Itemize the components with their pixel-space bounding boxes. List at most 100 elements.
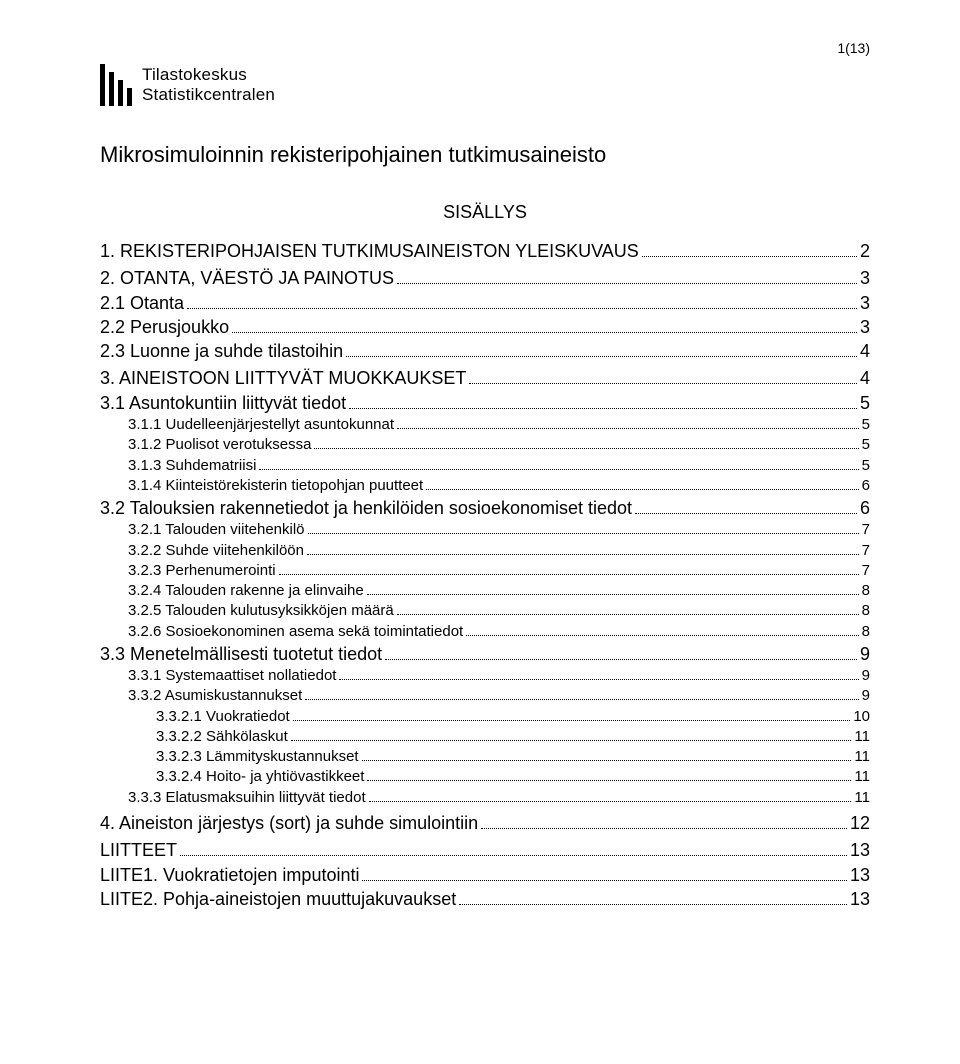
toc-entry-page: 13 (850, 838, 870, 862)
toc-entry: 3.1.3 Suhdematriisi5 (100, 456, 870, 476)
toc-leader-dots (469, 383, 857, 384)
toc-leader-dots (308, 533, 859, 534)
toc-entry-page: 5 (862, 435, 870, 455)
toc-leader-dots (642, 256, 857, 257)
toc-leader-dots (305, 699, 858, 700)
toc-entry-text: 2.1 Otanta (100, 291, 184, 315)
toc-entry: 3.1.2 Puolisot verotuksessa5 (100, 435, 870, 455)
toc-entry-page: 8 (862, 581, 870, 601)
toc-entry-page: 2 (860, 239, 870, 263)
toc-entry-text: 3.3.3 Elatusmaksuihin liittyvät tiedot (128, 788, 366, 808)
toc-entry-text: 2.2 Perusjoukko (100, 315, 229, 339)
logo-bar-icon (109, 72, 114, 106)
toc-entry: 3.2.4 Talouden rakenne ja elinvaihe 8 (100, 581, 870, 601)
toc-entry-text: 3.3.1 Systemaattiset nollatiedot (128, 666, 336, 686)
toc-entry: 3.2 Talouksien rakennetiedot ja henkilöi… (100, 496, 870, 520)
toc-entry-page: 8 (862, 622, 870, 642)
page-number: 1(13) (100, 40, 870, 56)
toc-entry-page: 11 (854, 767, 870, 787)
toc-leader-dots (346, 356, 857, 357)
toc-entry: 3. AINEISTOON LIITTYVÄT MUOKKAUKSET4 (100, 366, 870, 390)
toc-entry: 3.3.2.2 Sähkölaskut 11 (100, 727, 870, 747)
toc-leader-dots (293, 720, 851, 721)
toc-entry: 3.2.1 Talouden viitehenkilö7 (100, 520, 870, 540)
toc-entry-text: 3.3.2 Asumiskustannukset (128, 686, 302, 706)
toc-leader-dots (397, 428, 859, 429)
toc-entry-text: 3.3.2.3 Lämmityskustannukset (156, 747, 359, 767)
toc-entry: 3.2.3 Perhenumerointi 7 (100, 561, 870, 581)
toc-entry-text: 1. REKISTERIPOHJAISEN TUTKIMUSAINEISTON … (100, 239, 639, 263)
toc-entry-page: 12 (850, 811, 870, 835)
toc-entry: 3.1.1 Uudelleenjärjestellyt asuntokunnat… (100, 415, 870, 435)
toc-entry-page: 13 (850, 863, 870, 887)
toc-heading: SISÄLLYS (100, 202, 870, 223)
table-of-contents: 1. REKISTERIPOHJAISEN TUTKIMUSAINEISTON … (100, 239, 870, 911)
toc-entry-page: 5 (862, 415, 870, 435)
toc-entry-text: 3.1.4 Kiinteistörekisterin tietopohjan p… (128, 476, 423, 496)
toc-entry-text: 4. Aineiston järjestys (sort) ja suhde s… (100, 811, 478, 835)
toc-entry-page: 11 (854, 788, 870, 808)
toc-entry-text: LIITE2. Pohja-aineistojen muuttujakuvauk… (100, 887, 456, 911)
toc-entry-text: 3.1.3 Suhdematriisi (128, 456, 256, 476)
toc-entry-page: 3 (860, 291, 870, 315)
toc-leader-dots (397, 614, 859, 615)
logo-line-2: Statistikcentralen (142, 85, 275, 105)
toc-entry: 3.3.2.1 Vuokratiedot 10 (100, 707, 870, 727)
toc-entry: 2.1 Otanta 3 (100, 291, 870, 315)
logo-bars-icon (100, 64, 132, 106)
toc-entry-text: 2. OTANTA, VÄESTÖ JA PAINOTUS (100, 266, 394, 290)
toc-entry-page: 3 (860, 315, 870, 339)
toc-leader-dots (369, 801, 852, 802)
toc-entry-page: 10 (853, 707, 870, 727)
toc-leader-dots (481, 828, 847, 829)
logo-bar-icon (118, 80, 123, 106)
toc-entry-text: LIITTEET (100, 838, 177, 862)
toc-entry-page: 6 (860, 496, 870, 520)
toc-entry: LIITTEET 13 (100, 838, 870, 862)
toc-entry: LIITE2. Pohja-aineistojen muuttujakuvauk… (100, 887, 870, 911)
toc-entry-text: 3.2.3 Perhenumerointi (128, 561, 276, 581)
toc-entry-page: 9 (862, 686, 870, 706)
toc-entry: 3.1.4 Kiinteistörekisterin tietopohjan p… (100, 476, 870, 496)
toc-entry: 2. OTANTA, VÄESTÖ JA PAINOTUS 3 (100, 266, 870, 290)
logo: Tilastokeskus Statistikcentralen (100, 64, 870, 106)
toc-entry-text: LIITE1. Vuokratietojen imputointi (100, 863, 359, 887)
toc-leader-dots (339, 679, 858, 680)
toc-leader-dots (466, 635, 858, 636)
toc-entry-page: 7 (862, 520, 870, 540)
toc-leader-dots (259, 469, 858, 470)
toc-leader-dots (362, 880, 846, 881)
toc-entry: 3.3.2 Asumiskustannukset 9 (100, 686, 870, 706)
toc-entry-text: 3.1.1 Uudelleenjärjestellyt asuntokunnat (128, 415, 394, 435)
toc-entry-page: 9 (862, 666, 870, 686)
toc-entry: 3.3.2.4 Hoito- ja yhtiövastikkeet11 (100, 767, 870, 787)
toc-leader-dots (426, 489, 858, 490)
toc-entry: 3.3 Menetelmällisesti tuotetut tiedot9 (100, 642, 870, 666)
toc-entry-text: 3.1 Asuntokuntiin liittyvät tiedot (100, 391, 346, 415)
toc-entry: 2.2 Perusjoukko 3 (100, 315, 870, 339)
toc-entry: 3.3.1 Systemaattiset nollatiedot 9 (100, 666, 870, 686)
toc-entry-text: 3. AINEISTOON LIITTYVÄT MUOKKAUKSET (100, 366, 466, 390)
toc-leader-dots (367, 594, 859, 595)
toc-leader-dots (279, 574, 859, 575)
toc-leader-dots (362, 760, 852, 761)
toc-entry: 4. Aineiston järjestys (sort) ja suhde s… (100, 811, 870, 835)
toc-entry-page: 3 (860, 266, 870, 290)
toc-entry-page: 7 (862, 561, 870, 581)
toc-entry-text: 3.3.2.1 Vuokratiedot (156, 707, 290, 727)
toc-entry-text: 3.2.6 Sosioekonominen asema sekä toimint… (128, 622, 463, 642)
toc-entry-page: 11 (854, 727, 870, 747)
toc-entry: 3.1 Asuntokuntiin liittyvät tiedot5 (100, 391, 870, 415)
document-title: Mikrosimuloinnin rekisteripohjainen tutk… (100, 142, 870, 168)
toc-entry-text: 3.3 Menetelmällisesti tuotetut tiedot (100, 642, 382, 666)
toc-leader-dots (459, 904, 847, 905)
toc-entry-page: 7 (862, 541, 870, 561)
toc-entry-text: 3.3.2.2 Sähkölaskut (156, 727, 288, 747)
toc-entry: 1. REKISTERIPOHJAISEN TUTKIMUSAINEISTON … (100, 239, 870, 263)
logo-text: Tilastokeskus Statistikcentralen (142, 65, 275, 104)
toc-entry-text: 3.2.4 Talouden rakenne ja elinvaihe (128, 581, 364, 601)
logo-bar-icon (100, 64, 105, 106)
toc-entry-page: 6 (862, 476, 870, 496)
toc-leader-dots (385, 659, 857, 660)
toc-entry: 3.3.3 Elatusmaksuihin liittyvät tiedot 11 (100, 788, 870, 808)
